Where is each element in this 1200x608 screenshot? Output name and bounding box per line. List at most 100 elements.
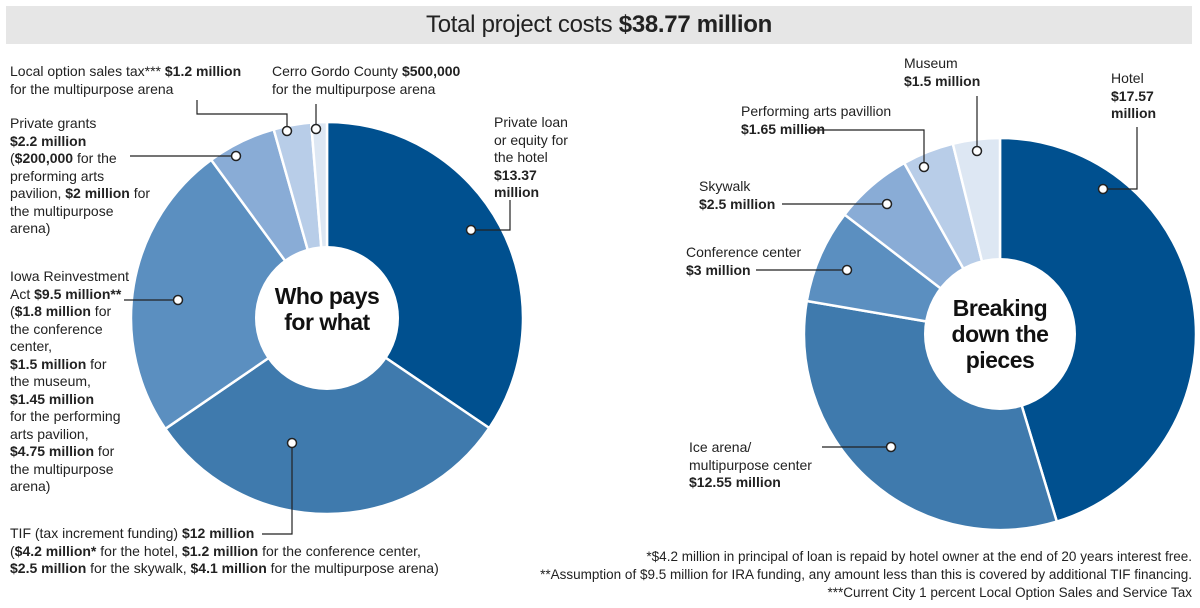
title-amount: $38.77 million (618, 11, 773, 38)
label-museum: Museum $1.5 million (904, 55, 980, 90)
label-iowa-reinvestment-line: arena) (10, 478, 129, 496)
label-cerro-gordo-line: for the multipurpose arena (272, 81, 460, 99)
label-private-loan-line: $13.37 (494, 167, 568, 185)
label-conference-center-line: $3 million (686, 262, 801, 280)
footnote-1: *$4.2 million in principal of loan is re… (646, 549, 1192, 564)
label-text: for the conference center, (258, 542, 421, 559)
label-text: Private loan (494, 114, 568, 130)
label-text: Museum (904, 55, 958, 71)
label-private-loan-line: million (494, 184, 568, 202)
label-ice-arena-line: $12.55 million (689, 474, 812, 492)
right-center-line-2: down the (951, 321, 1049, 347)
label-text: the conference (10, 320, 103, 337)
label-value: $500,000 (401, 63, 461, 79)
label-text: for (94, 443, 115, 459)
label-value: $12 million (181, 525, 255, 541)
label-iowa-reinvestment-line: the conference (10, 321, 129, 339)
label-value: $4.1 million (190, 560, 267, 576)
label-private-grants-line: preforming arts (10, 168, 150, 186)
label-text: Conference center (686, 244, 802, 260)
label-ice-arena: Ice arena/multipurpose center $12.55 mill… (689, 439, 812, 492)
right-pie-chart (802, 136, 1198, 532)
leader-tif (262, 443, 293, 535)
leader-private-loan (471, 200, 511, 231)
leader-dot-museum (971, 145, 983, 157)
label-private-grants: Private grants $2.2 million ($200,000 for … (10, 115, 150, 238)
label-text: the hotel (494, 149, 548, 165)
label-value: $1.65 million (741, 120, 826, 137)
label-value: $17.57 (1111, 87, 1154, 104)
label-value: $12.55 million (689, 474, 781, 490)
label-text: for the performing (10, 408, 121, 424)
label-iowa-reinvestment-line: the multipurpose (10, 461, 129, 479)
label-hotel-line: $17.57 (1111, 88, 1156, 106)
left-center-line-2: for what (284, 309, 370, 335)
right-center-title: Breaking down the pieces (935, 295, 1065, 373)
label-text: for the multipurpose arena) (266, 560, 439, 576)
label-text: for the multipurpose arena (272, 80, 436, 97)
label-text: for (129, 185, 151, 201)
label-skywalk: Skywalk $2.5 million (699, 178, 775, 213)
leader-dot-conf (841, 264, 853, 276)
label-text: arena) (10, 478, 51, 494)
label-conference-center: Conference center $3 million (686, 244, 801, 279)
label-iowa-reinvestment-line: $4.75 million for (10, 443, 129, 461)
footnotes: *$4.2 million in principal of loan is re… (540, 548, 1192, 602)
label-skywalk-line: $2.5 million (699, 196, 775, 214)
leader-pav (807, 129, 925, 167)
label-text: the multipurpose (10, 202, 114, 219)
left-pie-slice-0 (325, 120, 525, 430)
right-pie-slice-0 (998, 136, 1198, 523)
right-center-line-1: Breaking (952, 295, 1048, 321)
left-pie-slice-2 (129, 158, 329, 431)
label-text: arts pavilion, (10, 425, 89, 442)
label-text: the museum, (10, 373, 91, 389)
leader-lines (124, 96, 1138, 535)
label-local-tax-line: Local option sales tax*** $1.2 million (10, 63, 241, 81)
label-cerro-gordo: Cerro Gordo County $500,000 for the multi… (272, 63, 460, 98)
leader-dot-pav (918, 161, 930, 173)
label-private-grants-line: Private grants (10, 115, 150, 133)
label-text: ( (10, 303, 15, 319)
label-value: $3 million (686, 261, 751, 278)
left-pie-hole (255, 246, 399, 390)
label-text: ( (10, 150, 15, 166)
label-text: ( (10, 542, 15, 559)
label-value: $1.2 million (181, 542, 259, 559)
label-text: Private grants (10, 115, 97, 131)
label-private-loan: Private loan or equity for the hotel $13.37… (494, 114, 568, 202)
label-local-tax-line: for the multipurpose arena (10, 81, 241, 99)
right-pie-hole (924, 258, 1076, 410)
label-value: $4.2 million* (14, 542, 97, 559)
label-iowa-reinvestment-line: for the performing (10, 408, 129, 426)
label-private-loan-line: Private loan (494, 114, 568, 132)
left-pie-chart (129, 120, 525, 516)
label-text: for (90, 303, 112, 319)
label-text: Ice arena/ (689, 439, 752, 455)
label-value: $1.5 million (10, 355, 87, 372)
label-private-grants-line: arena) (10, 220, 150, 238)
footnote-2: **Assumption of $9.5 million for IRA fun… (540, 567, 1192, 582)
label-private-grants-line: pavilion, $2 million for (10, 185, 150, 203)
left-center-line-1: Who pays (274, 283, 380, 309)
label-iowa-reinvestment-line: the museum, (10, 373, 129, 391)
label-local-tax: Local option sales tax*** $1.2 million fo… (10, 63, 241, 98)
label-text: pavilion, (10, 185, 66, 201)
leader-dot-local-tax (281, 125, 293, 137)
label-text: Performing arts pavillion (741, 103, 892, 119)
leader-dot-private-loan (465, 224, 477, 236)
leader-hotel (1103, 127, 1138, 190)
label-text: for the multipurpose arena (10, 80, 174, 97)
label-iowa-reinvestment-line: ($1.8 million for (10, 303, 129, 321)
label-value: $200,000 (14, 150, 74, 166)
label-text: arena) (10, 220, 51, 236)
label-private-grants-line: $2.2 million (10, 133, 150, 151)
label-text: for (86, 355, 107, 372)
label-ice-arena-line: Ice arena/ (689, 439, 812, 457)
label-text: Local option sales tax*** (10, 63, 165, 79)
label-iowa-reinvestment-line: $1.5 million for (10, 356, 129, 374)
label-tif: TIF (tax increment funding) $12 million(… (10, 525, 439, 578)
label-value: million (494, 184, 540, 200)
label-museum-line: Museum (904, 55, 980, 73)
